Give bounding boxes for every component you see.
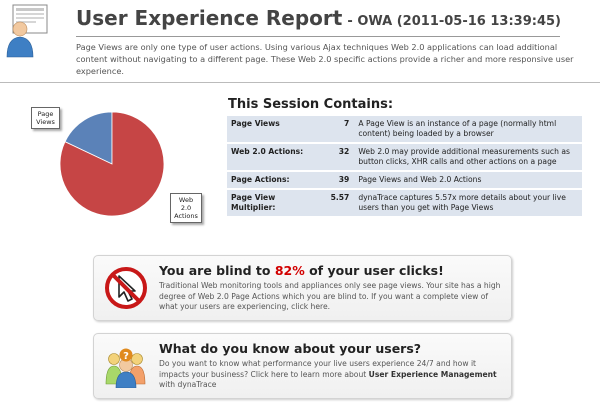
- table-row: Page Actions: 39 Page Views and Web 2.0 …: [227, 172, 582, 188]
- table-row: Page View Multiplier: 5.57 dynaTrace cap…: [227, 190, 582, 216]
- row-label: Web 2.0 Actions:: [227, 144, 321, 170]
- pie-label-web-line1: Web: [178, 196, 194, 204]
- title-divider: [76, 36, 560, 37]
- blind-title-post: of your user clicks!: [304, 263, 444, 278]
- row-value: 39: [320, 172, 356, 188]
- pie-label-page-views-line1: Page: [37, 110, 54, 118]
- page-title: User Experience Report - OWA (2011-05-16…: [76, 6, 561, 30]
- row-description: dynaTrace captures 5.57x more details ab…: [355, 190, 582, 216]
- pie-slice-page-views: [64, 111, 113, 165]
- uem-link-text[interactable]: User Experience Management: [368, 369, 497, 379]
- report-subtitle: - OWA (2011-05-16 13:39:45): [347, 14, 561, 29]
- row-value: 5.57: [320, 190, 356, 216]
- session-title: This Session Contains:: [228, 97, 394, 112]
- section-divider: [0, 82, 600, 83]
- blind-title-pre: You are blind to: [159, 263, 275, 278]
- users-question-icon: ?: [105, 348, 146, 388]
- users-card-title: What do you know about your users?: [159, 341, 422, 356]
- pie-label-web-line2: 2.0: [180, 204, 192, 212]
- pie-label-web-line3: Actions: [174, 212, 198, 220]
- intro-text: Page Views are only one type of user act…: [76, 42, 574, 76]
- row-label: Page Views: [227, 116, 321, 142]
- blocked-cursor-icon: [105, 267, 147, 309]
- pie-label-page-views: Page Views: [31, 107, 60, 129]
- row-label: Page Actions:: [227, 172, 321, 188]
- blind-card-body: Traditional Web monitoring tools and app…: [159, 281, 501, 311]
- actions-pie-chart: [59, 111, 165, 217]
- know-users-card[interactable]: ? What do you know about your users? Do …: [93, 333, 512, 399]
- row-description: Web 2.0 may provide additional measureme…: [355, 144, 582, 170]
- pie-label-page-views-line2: Views: [36, 118, 55, 126]
- report-user-icon: [6, 4, 48, 58]
- row-description: A Page View is an instance of a page (no…: [355, 116, 582, 142]
- table-row: Page Views 7 A Page View is an instance …: [227, 116, 582, 142]
- blind-percentage: 82%: [274, 263, 305, 278]
- row-value: 7: [320, 116, 356, 142]
- svg-text:?: ?: [123, 351, 129, 362]
- users-body-post: with dynaTrace: [159, 380, 217, 389]
- pie-slice-web-2-0-actions: [59, 111, 165, 217]
- pie-label-web-actions: Web 2.0 Actions: [170, 193, 202, 223]
- users-body-pre: Do you want to know what performance you…: [159, 359, 477, 379]
- row-description: Page Views and Web 2.0 Actions: [355, 172, 582, 188]
- row-value: 32: [320, 144, 356, 170]
- blind-clicks-card[interactable]: You are blind to 82% of your user clicks…: [93, 255, 512, 321]
- report-title: User Experience Report: [76, 6, 343, 30]
- session-table: Page Views 7 A Page View is an instance …: [227, 114, 582, 218]
- users-card-body: Do you want to know what performance you…: [159, 359, 504, 391]
- table-row: Web 2.0 Actions: 32 Web 2.0 may provide …: [227, 144, 582, 170]
- row-label: Page View Multiplier:: [227, 190, 321, 216]
- blind-card-title: You are blind to 82% of your user clicks…: [159, 263, 444, 278]
